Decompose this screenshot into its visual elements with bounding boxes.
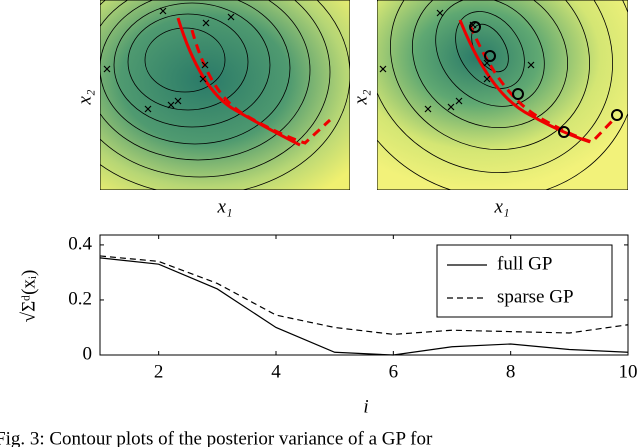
- y-tick-label: 0.2: [68, 288, 92, 309]
- legend: [436, 244, 613, 318]
- x-axis-label: x₁: [493, 196, 509, 217]
- x-tick-label: 8: [506, 361, 516, 382]
- x-tick-label: 10: [619, 361, 638, 382]
- contour-plot: [377, 0, 628, 190]
- legend-label: sparse GP: [497, 286, 574, 307]
- series-line: [99, 255, 629, 335]
- x-tick-label: 2: [154, 361, 164, 382]
- plot-frame: [99, 234, 629, 356]
- series-line: [99, 257, 629, 356]
- caption: Fig. 3: Contour plots of the posterior v…: [0, 428, 433, 447]
- y-tick-label: 0: [83, 343, 93, 364]
- y-axis-label: x₂: [74, 89, 95, 105]
- y-tick-label: 0.4: [68, 233, 92, 254]
- contour-plot: [100, 0, 350, 190]
- y-axis-label: √Σᵈ(xᵢ): [18, 270, 39, 323]
- x-tick-label: 4: [271, 361, 281, 382]
- x-axis-label: i: [363, 396, 368, 417]
- x-axis-label: x₁: [216, 196, 232, 217]
- y-axis-label: x₂: [350, 89, 371, 105]
- x-tick-label: 6: [389, 361, 399, 382]
- legend-label: full GP: [497, 253, 552, 274]
